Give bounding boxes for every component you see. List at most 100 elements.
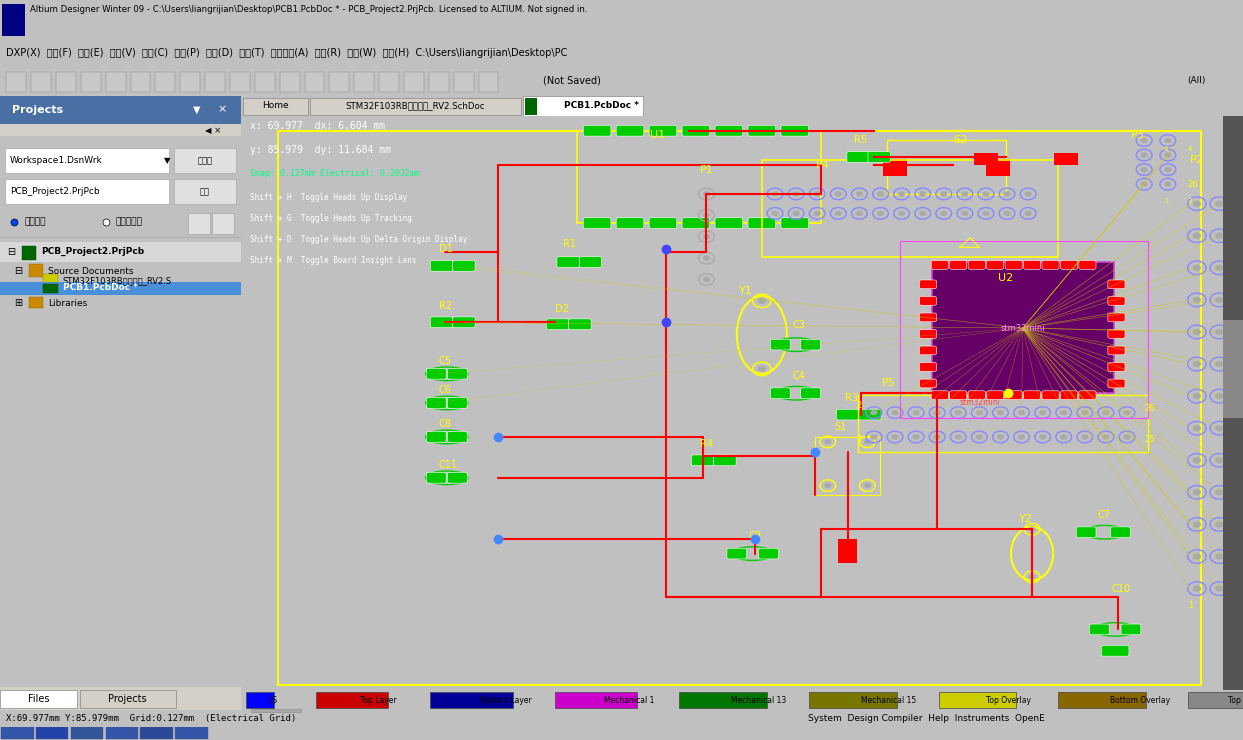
- Bar: [577, 131, 822, 223]
- Circle shape: [1216, 297, 1223, 303]
- Circle shape: [1193, 361, 1201, 367]
- Circle shape: [962, 192, 968, 196]
- Circle shape: [976, 434, 983, 440]
- Circle shape: [1060, 410, 1066, 415]
- Circle shape: [1216, 393, 1223, 399]
- Bar: [986, 159, 1009, 176]
- Text: (Not Saved): (Not Saved): [543, 75, 600, 86]
- Text: Projects: Projects: [108, 693, 147, 704]
- Text: C7: C7: [1098, 510, 1111, 519]
- Text: R4: R4: [700, 439, 713, 448]
- FancyBboxPatch shape: [800, 339, 820, 350]
- Text: Y2: Y2: [1019, 514, 1033, 525]
- Bar: [838, 539, 856, 563]
- Text: Libraries: Libraries: [48, 299, 87, 308]
- Circle shape: [983, 192, 989, 196]
- Circle shape: [1193, 489, 1201, 495]
- FancyBboxPatch shape: [771, 388, 791, 399]
- Text: Bottom Layer: Bottom Layer: [480, 696, 531, 704]
- FancyBboxPatch shape: [1108, 363, 1125, 371]
- FancyBboxPatch shape: [1108, 379, 1125, 388]
- Circle shape: [1193, 425, 1201, 431]
- Circle shape: [856, 211, 863, 216]
- Text: R3: R3: [845, 393, 858, 403]
- Bar: [230, 73, 250, 92]
- Text: D1: D1: [439, 244, 452, 255]
- FancyBboxPatch shape: [920, 297, 936, 305]
- FancyBboxPatch shape: [1108, 297, 1125, 305]
- Circle shape: [1165, 167, 1171, 172]
- Text: R5: R5: [854, 135, 868, 145]
- Bar: [329, 73, 349, 92]
- Bar: [106, 727, 138, 739]
- FancyBboxPatch shape: [920, 313, 936, 322]
- Text: P2: P2: [1191, 155, 1204, 165]
- Text: C9: C9: [748, 531, 762, 541]
- Text: X:69.977mm Y:85.979mm  Grid:0.127mm  (Electrical Grid): X:69.977mm Y:85.979mm Grid:0.127mm (Elec…: [6, 714, 297, 723]
- Text: 工作台: 工作台: [198, 156, 213, 165]
- Text: ⊞: ⊞: [15, 298, 22, 308]
- Circle shape: [899, 211, 905, 216]
- Bar: [5, 179, 169, 204]
- Circle shape: [772, 211, 778, 216]
- Circle shape: [1124, 434, 1130, 440]
- FancyBboxPatch shape: [1079, 260, 1096, 269]
- FancyBboxPatch shape: [859, 409, 881, 420]
- FancyBboxPatch shape: [1110, 527, 1130, 537]
- FancyBboxPatch shape: [569, 319, 592, 329]
- Text: x: 69.977  dx: 6.604 mm: x: 69.977 dx: 6.604 mm: [250, 121, 385, 131]
- Text: PCB_Project2.PrjPcb: PCB_Project2.PrjPcb: [41, 247, 144, 256]
- FancyBboxPatch shape: [837, 409, 859, 420]
- Text: Mechanical 1: Mechanical 1: [604, 696, 654, 704]
- Text: Shift + D  Toggle Heads Up Delta Origin Display: Shift + D Toggle Heads Up Delta Origin D…: [250, 235, 467, 244]
- Text: Mechanical 13: Mechanical 13: [731, 696, 787, 704]
- FancyBboxPatch shape: [771, 339, 791, 350]
- Bar: [56, 73, 76, 92]
- FancyBboxPatch shape: [649, 218, 677, 229]
- Bar: [940, 692, 1016, 708]
- Bar: [36, 727, 68, 739]
- FancyBboxPatch shape: [1023, 260, 1040, 269]
- Bar: [29, 297, 44, 308]
- Circle shape: [704, 192, 710, 196]
- Bar: [251, 709, 301, 712]
- Circle shape: [1193, 201, 1201, 206]
- FancyBboxPatch shape: [447, 472, 467, 483]
- Circle shape: [1216, 457, 1223, 463]
- FancyBboxPatch shape: [920, 363, 936, 371]
- Circle shape: [1141, 167, 1147, 172]
- Circle shape: [758, 366, 766, 371]
- Circle shape: [870, 410, 878, 415]
- Circle shape: [1165, 182, 1171, 186]
- Bar: [205, 73, 225, 92]
- FancyBboxPatch shape: [452, 317, 475, 328]
- Circle shape: [955, 410, 962, 415]
- Circle shape: [1193, 329, 1201, 335]
- Circle shape: [835, 192, 842, 196]
- Text: R2: R2: [439, 300, 452, 311]
- FancyBboxPatch shape: [920, 346, 936, 354]
- Circle shape: [704, 255, 710, 260]
- Circle shape: [704, 213, 710, 218]
- Bar: [21, 246, 36, 260]
- Circle shape: [920, 211, 926, 216]
- Text: Mechanical 15: Mechanical 15: [861, 696, 916, 704]
- Bar: [131, 73, 150, 92]
- Circle shape: [1165, 138, 1171, 143]
- Text: PCB1.PcbDoc *: PCB1.PcbDoc *: [564, 101, 639, 110]
- Circle shape: [920, 192, 926, 196]
- Circle shape: [997, 434, 1004, 440]
- FancyBboxPatch shape: [447, 397, 467, 408]
- Text: STM32F103RB最小系统_RV2.SchDoc: STM32F103RB最小系统_RV2.SchDoc: [346, 101, 485, 110]
- Bar: [942, 695, 955, 705]
- Circle shape: [1193, 393, 1201, 399]
- FancyBboxPatch shape: [430, 260, 452, 272]
- Circle shape: [997, 410, 1004, 415]
- Circle shape: [1216, 522, 1223, 528]
- FancyBboxPatch shape: [713, 455, 736, 465]
- Circle shape: [891, 410, 899, 415]
- Circle shape: [1060, 434, 1066, 440]
- FancyBboxPatch shape: [987, 391, 1004, 400]
- FancyBboxPatch shape: [426, 431, 446, 443]
- FancyBboxPatch shape: [950, 260, 967, 269]
